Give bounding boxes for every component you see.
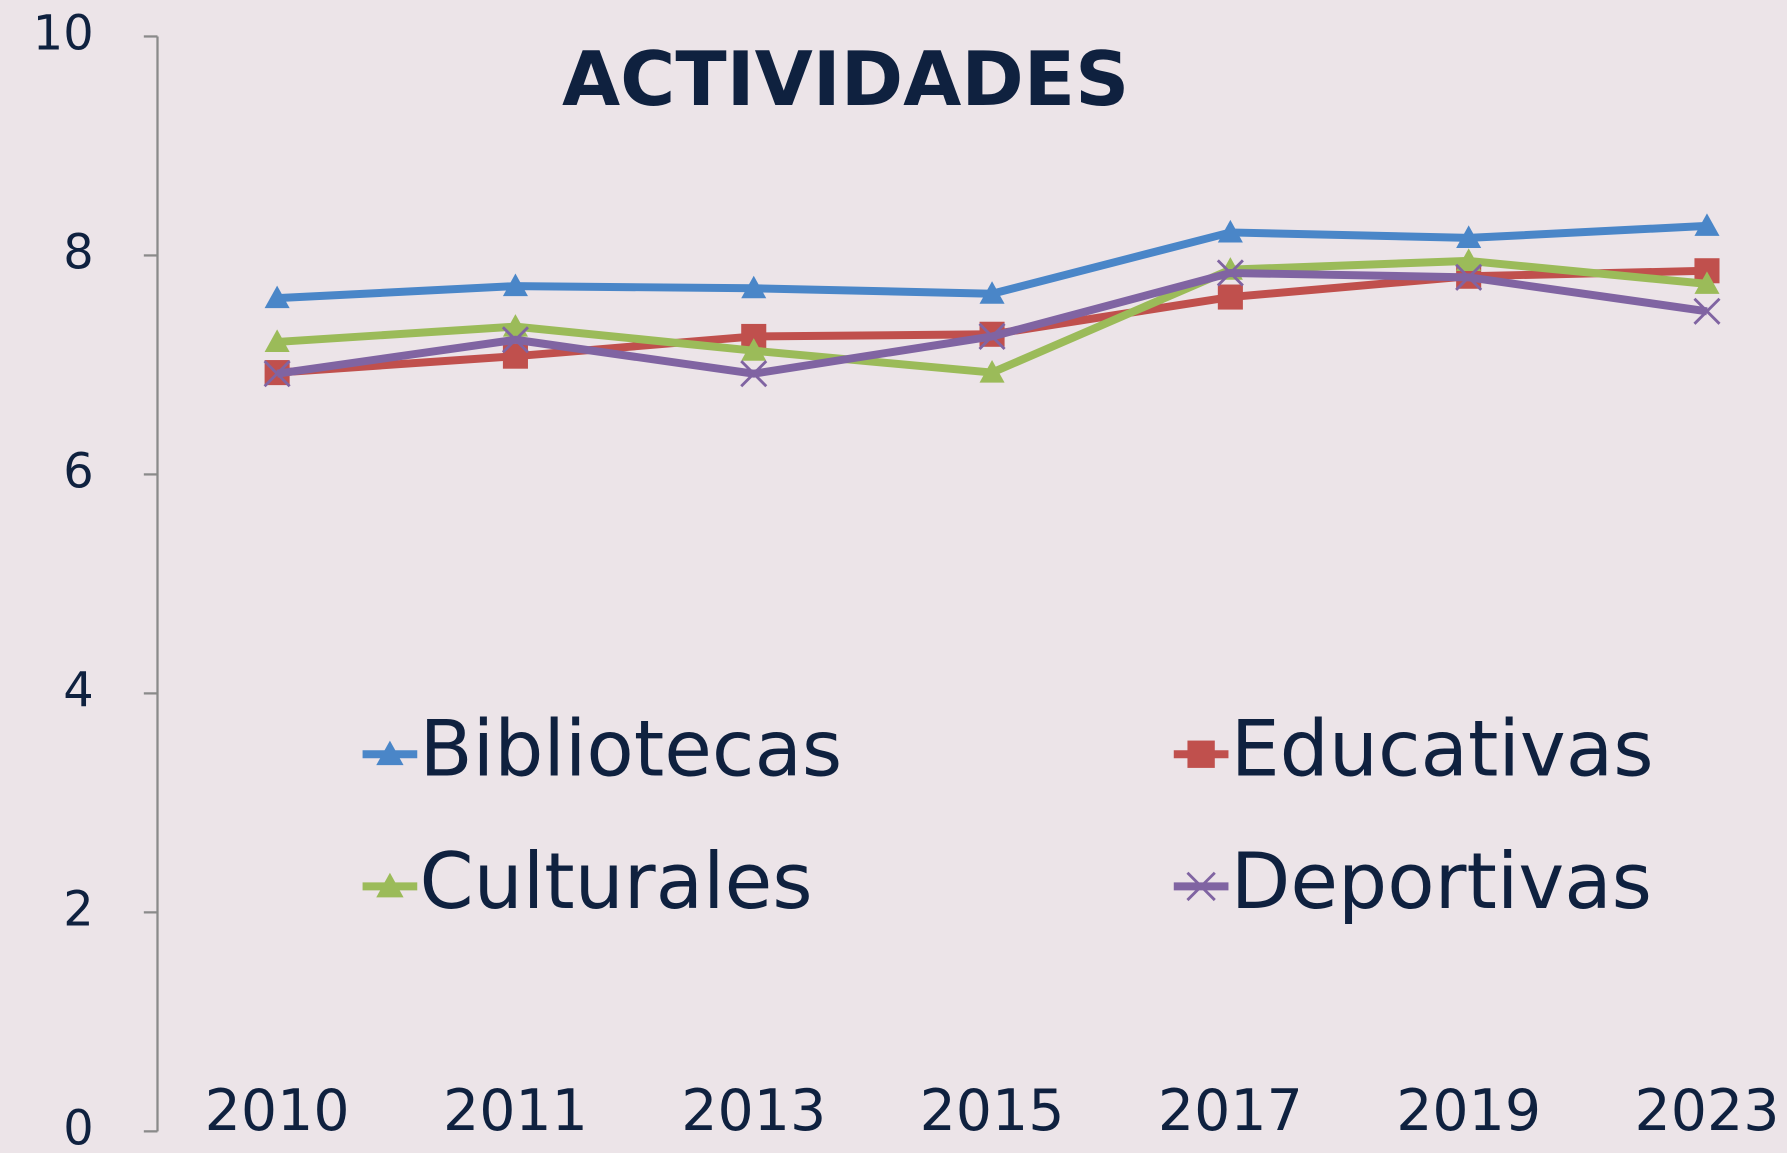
marker xyxy=(1218,285,1243,310)
chart-title: ACTIVIDADES xyxy=(562,35,1129,123)
y-tick-label: 0 xyxy=(63,1101,93,1153)
x-tick-label: 2023 xyxy=(1635,1078,1780,1144)
y-tick-label: 10 xyxy=(33,6,94,61)
y-tick-label: 4 xyxy=(63,663,93,718)
marker xyxy=(1187,741,1214,768)
legend-label: Culturales xyxy=(420,837,813,927)
x-tick-label: 2013 xyxy=(681,1078,826,1144)
legend-label: Bibliotecas xyxy=(420,705,843,795)
y-tick-label: 8 xyxy=(63,225,93,280)
x-tick-label: 2019 xyxy=(1396,1078,1541,1144)
legend-label: Deportivas xyxy=(1231,837,1652,927)
legend-label: Educativas xyxy=(1231,705,1654,795)
y-tick-label: 6 xyxy=(63,444,93,499)
y-tick-label: 2 xyxy=(63,882,93,937)
x-tick-label: 2010 xyxy=(205,1078,350,1144)
x-tick-label: 2011 xyxy=(443,1078,588,1144)
x-tick-label: 2015 xyxy=(920,1078,1065,1144)
chart: ACTIVIDADES 0 2 4 6 8 10 2010 2011 2013 2015 2017 2… xyxy=(0,0,1787,1153)
x-tick-label: 2017 xyxy=(1158,1078,1303,1144)
page: {"chart_data": {"type": "line", "title":… xyxy=(0,0,1787,1153)
background xyxy=(0,0,1786,1153)
